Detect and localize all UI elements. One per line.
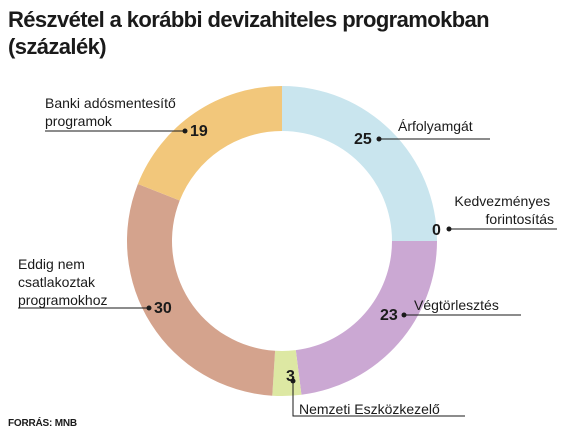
slice-3: [295, 241, 437, 395]
label-banki-line1: Banki adósmentesítő: [45, 95, 176, 111]
label-vegtorlesztes: Végtörlesztés: [414, 297, 499, 313]
label-banki-adosmentesito: Banki adósmentesítő programok: [45, 95, 180, 129]
leader-line-4: [292, 381, 465, 417]
label-kedvezmenyes-line2: forintosítás: [486, 211, 554, 227]
label-eddig-line2: csatlakoztak: [18, 274, 96, 290]
slice-1: [282, 86, 437, 241]
leader-lines: [18, 128, 557, 417]
label-banki-line2: programok: [45, 113, 113, 129]
label-arfolyamgat: Árfolyamgát: [398, 118, 473, 134]
slice-5: [126, 183, 276, 396]
label-nemzeti-eszkozkezelo: Nemzeti Eszközkezelő: [299, 401, 440, 417]
label-eddig-line1: Eddig nem: [18, 256, 85, 272]
value-eddig-nem-csatlakoztak: 30: [154, 300, 172, 317]
source-note: FORRÁS: MNB: [8, 418, 77, 429]
leader-dot-3: [401, 312, 407, 318]
label-eddig-line3: programokhoz: [18, 292, 108, 308]
label-kedvezmenyes-forintositas: Kedvezményes forintosítás: [454, 193, 554, 227]
value-banki-adosmentesito: 19: [190, 123, 208, 140]
leader-dot-1: [376, 136, 382, 142]
value-vegtorlesztes: 23: [380, 307, 398, 324]
chart-title: Részvétel a korábbi devizahiteles progra…: [8, 6, 568, 60]
leader-dot-4: [290, 378, 296, 384]
value-kedvezmenyes-forintositas: 0: [432, 222, 441, 239]
label-eddig-nem-csatlakoztak: Eddig nem csatlakoztak programokhoz: [18, 256, 108, 308]
donut-slices: [126, 86, 437, 396]
leader-dot-2: [446, 226, 452, 232]
chart-title-line2: (százalék): [8, 34, 107, 59]
leader-dot-5: [146, 305, 152, 311]
value-nemzeti-eszkozkezelo: 3: [286, 368, 295, 385]
chart-title-line1: Részvétel a korábbi devizahiteles progra…: [8, 7, 490, 32]
slice-6: [137, 86, 282, 201]
label-kedvezmenyes-line1: Kedvezményes: [454, 193, 550, 209]
value-arfolyamgat: 25: [354, 131, 372, 148]
leader-dot-6: [182, 128, 188, 134]
slice-4: [272, 350, 302, 396]
